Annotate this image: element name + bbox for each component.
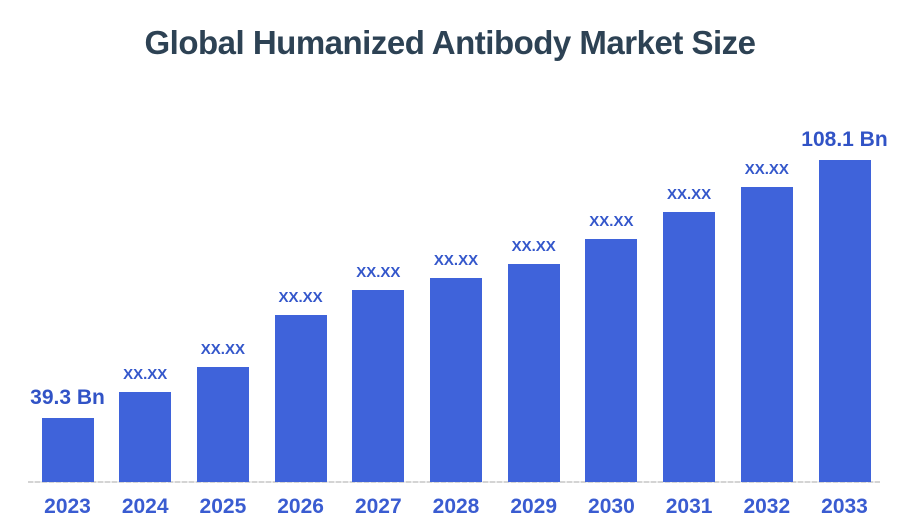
x-tick-2031: 2031 (665, 495, 713, 518)
bar-2023 (41, 418, 94, 482)
value-label-2032: XX.XX (744, 160, 789, 178)
value-label-2023: 39.3 Bn (30, 385, 105, 409)
bar-2031 (663, 212, 716, 482)
bar-2033 (818, 160, 871, 482)
x-tick-2023: 2023 (44, 495, 91, 518)
bar-2032 (740, 187, 793, 482)
x-tick-2032: 2032 (743, 495, 791, 518)
x-axis-line (28, 481, 880, 483)
bar-2025 (196, 367, 249, 482)
value-label-2029: XX.XX (511, 237, 556, 255)
bar-2026 (274, 315, 327, 482)
value-label-2031: XX.XX (667, 185, 712, 203)
x-tick-2029: 2029 (510, 495, 558, 518)
x-tick-2025: 2025 (199, 495, 247, 518)
value-label-2030: XX.XX (589, 212, 634, 230)
x-tick-2030: 2030 (588, 495, 635, 518)
bar-2030 (585, 239, 638, 482)
x-tick-2033: 2033 (821, 495, 868, 518)
x-tick-2024: 2024 (121, 495, 169, 518)
value-label-2024: XX.XX (123, 365, 168, 383)
value-label-2028: XX.XX (433, 251, 479, 269)
x-tick-2027: 2027 (354, 495, 402, 518)
bar-2024 (119, 392, 172, 482)
x-tick-2028: 2028 (432, 495, 480, 518)
x-tick-2026: 2026 (277, 495, 324, 518)
chart-title: Global Humanized Antibody Market Size (144, 24, 756, 61)
bar-2028 (430, 278, 482, 482)
value-label-2025: XX.XX (200, 340, 245, 358)
value-label-2026: XX.XX (278, 288, 323, 306)
value-label-2027: XX.XX (356, 263, 401, 281)
value-label-2033: 108.1 Bn (801, 127, 888, 151)
bar-2029 (507, 264, 560, 482)
bar-2027 (352, 290, 405, 482)
